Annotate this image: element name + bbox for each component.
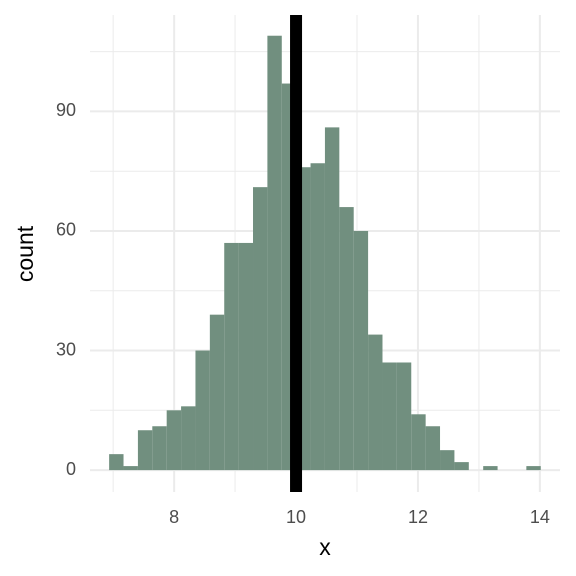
y-axis-title: count	[12, 225, 38, 282]
bar	[209, 314, 225, 471]
bar	[353, 230, 369, 471]
bar	[224, 242, 239, 471]
y-tick-label: 0	[66, 459, 76, 479]
x-axis-title: x	[319, 534, 331, 560]
bar	[123, 466, 138, 471]
bar	[368, 334, 383, 471]
bar	[137, 430, 153, 471]
bar	[483, 466, 498, 471]
bar	[238, 242, 254, 471]
x-tick-label: 10	[286, 507, 306, 527]
bar	[396, 362, 412, 471]
bar	[411, 414, 426, 471]
y-tick-label: 90	[56, 100, 76, 120]
bar	[324, 127, 340, 471]
bar	[195, 350, 210, 471]
x-tick-label: 12	[408, 507, 428, 527]
bar	[310, 163, 325, 471]
x-tick-label: 8	[169, 507, 179, 527]
y-tick-label: 30	[56, 339, 76, 359]
bar	[339, 207, 354, 471]
bar	[454, 462, 469, 471]
bar	[425, 426, 441, 471]
bar	[526, 466, 541, 471]
bar	[440, 450, 455, 471]
y-tick-label: 60	[56, 220, 76, 240]
bar	[267, 35, 282, 471]
x-tick-label: 14	[530, 507, 550, 527]
bar	[181, 406, 196, 471]
bar	[253, 187, 268, 471]
bar	[152, 426, 167, 471]
bar	[166, 410, 182, 471]
bar	[109, 454, 124, 471]
bar	[382, 362, 397, 471]
